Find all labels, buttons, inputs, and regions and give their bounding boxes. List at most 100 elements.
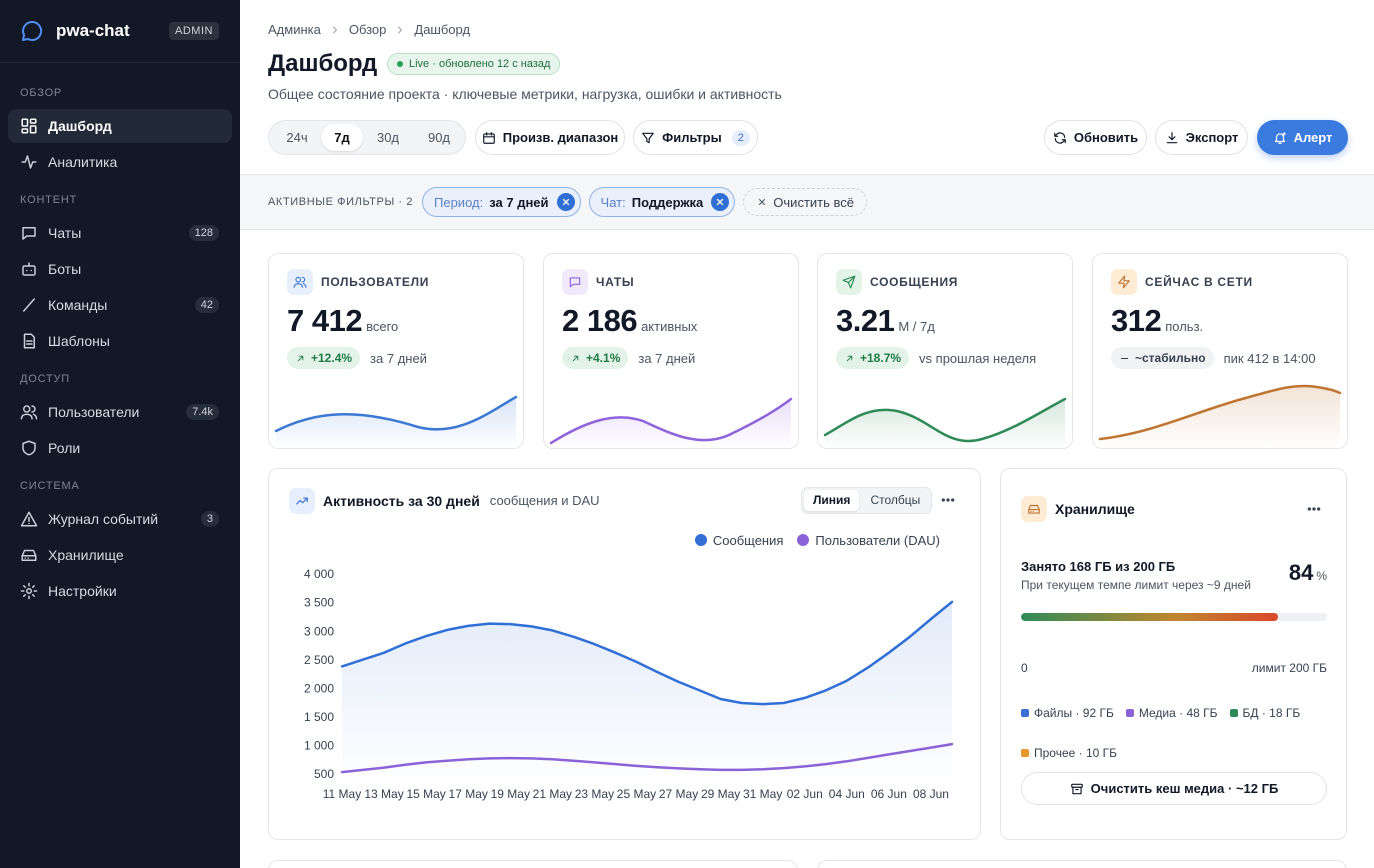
icon (717, 198, 724, 206)
legend-label: Пользователи (DAU) (815, 532, 940, 548)
filters-button[interactable]: Фильтры 2 (633, 120, 758, 155)
legend-swatch (694, 534, 707, 546)
refresh-button[interactable]: Обновить (1044, 120, 1147, 155)
icon-part (1274, 132, 1285, 142)
icon (1070, 783, 1083, 794)
kpi-value-row: 2 186 активных (562, 303, 792, 341)
filter-bar (240, 174, 1374, 230)
nav-item[interactable] (8, 324, 232, 358)
storage-legend-swatch (1125, 709, 1134, 717)
next-card (817, 860, 1347, 868)
breadcrumb-separator (394, 24, 406, 36)
live-badge: Live · обновлено 12 с назад (387, 53, 561, 75)
icon-part (22, 227, 36, 240)
icon-part (482, 132, 495, 144)
nav-item[interactable] (8, 574, 232, 608)
filter-chip-value: за 7 дней (489, 194, 549, 210)
icon (846, 355, 853, 361)
kpi-delta-row: +4.1% за 7 дней (562, 347, 797, 369)
filter-chip-remove[interactable] (711, 193, 730, 211)
nav-label: Дашборд (48, 118, 112, 134)
storage-track (1021, 613, 1327, 621)
clear-cache-button[interactable]: Очистить кеш медиа · ~12 ГБ (1021, 772, 1327, 805)
nav-item[interactable] (8, 145, 232, 179)
kpi-icon (287, 269, 313, 295)
chart-menu[interactable] (940, 492, 956, 508)
sparkline-part (823, 397, 1067, 443)
icon-part (572, 355, 579, 361)
filter-chip[interactable]: Чат: Поддержка (588, 187, 736, 217)
sparkline (823, 397, 1067, 448)
chart-mode-option[interactable]: Линия (804, 490, 860, 511)
range-option[interactable]: 30д (376, 130, 400, 145)
sparkline-part (1100, 385, 1340, 448)
nav-item[interactable] (8, 109, 232, 143)
storage-menu[interactable] (1306, 501, 1322, 517)
legend-item[interactable]: Сообщения (694, 533, 783, 548)
storage-forecast: При текущем темпе лимит через ~9 дней (1021, 578, 1251, 592)
filter-chip-remove[interactable] (556, 193, 575, 211)
storage-percent-row: 84% (1289, 560, 1327, 590)
breadcrumb[interactable]: Админка (268, 22, 321, 37)
admin-badge: ADMIN (169, 22, 219, 40)
breadcrumb[interactable]: Обзор (348, 22, 387, 37)
kpi-note: за 7 дней (370, 350, 427, 366)
icon-part (26, 588, 32, 594)
nav-label: Команды (48, 297, 108, 313)
icon-part (296, 497, 308, 505)
icon (1028, 504, 1040, 514)
button-label: Фильтры (662, 130, 722, 145)
icon (297, 355, 304, 361)
kpi-note: пик 412 в 14:00 (1223, 350, 1316, 366)
sparkline-part (825, 399, 1065, 448)
icon-part (1072, 786, 1082, 794)
icon (941, 498, 955, 502)
storage-used: Занято 168 ГБ из 200 ГБ (1021, 559, 1176, 574)
icon-part (569, 277, 581, 288)
live-dot (397, 61, 403, 67)
alert-button[interactable]: Алерт (1257, 120, 1348, 155)
nav-icon (20, 510, 38, 528)
nav-item[interactable] (8, 252, 232, 286)
range-option[interactable]: 90д (427, 130, 451, 145)
kpi-value: 2 186 (562, 303, 638, 338)
nav-item[interactable] (8, 431, 232, 465)
kpi-icon (836, 269, 862, 295)
breadcrumb[interactable]: Дашборд (414, 22, 471, 37)
icon (642, 132, 654, 143)
breadcrumb-separator (329, 24, 341, 36)
nav-count: 3 (200, 511, 219, 527)
kpi-delta-row: ~стабильно пик 412 в 14:00 (1111, 347, 1346, 369)
logo (20, 19, 44, 43)
nav-label: Аналитика (48, 154, 118, 170)
export-button[interactable]: Экспорт (1155, 120, 1248, 155)
nav-icon (20, 260, 38, 278)
kpi-icon (562, 269, 588, 295)
sparkline-part (1098, 384, 1342, 441)
kpi-delta-text: +12.4% (311, 351, 353, 365)
button-label: Произв. диапазон (502, 130, 619, 145)
icon (23, 298, 35, 312)
range-option[interactable]: 24ч (286, 130, 308, 145)
icon (22, 440, 36, 456)
range-option[interactable]: 7д (321, 124, 363, 151)
kpi-value-row: 3.21 М / 7д (836, 303, 1066, 341)
storage-legend-label: Медиа · 48 ГБ (1138, 706, 1218, 720)
icon-part (642, 132, 654, 143)
chart-mode-option[interactable]: Столбцы (870, 493, 921, 507)
clear-filters[interactable]: Очистить всё (743, 188, 867, 216)
icon-part (20, 582, 38, 600)
icon-part (26, 340, 33, 345)
nav-icon (20, 296, 38, 314)
icon (1166, 131, 1177, 143)
nav-label: Пользователи (48, 404, 140, 420)
storage-legend-swatch (1021, 749, 1029, 757)
sidebar (0, 0, 240, 868)
sidebar-section-title: ДОСТУП (20, 373, 70, 385)
sparkline (549, 397, 793, 448)
icon-part (20, 405, 38, 420)
legend-item[interactable]: Пользователи (DAU) (797, 533, 940, 548)
kpi-value-row: 312 польз. (1111, 303, 1341, 341)
filter-chip[interactable]: Период: за 7 дней (422, 187, 581, 217)
custom-range-button[interactable]: Произв. диапазон (475, 120, 625, 155)
